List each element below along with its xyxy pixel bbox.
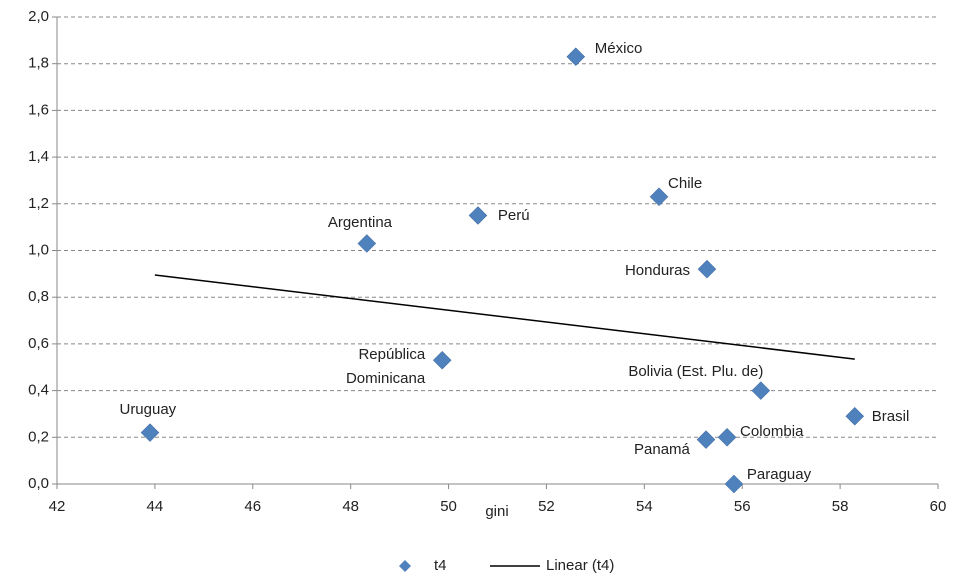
- point: [751, 381, 771, 400]
- point-label: Bolivia (Est. Plu. de): [628, 362, 764, 380]
- x-tick-label: 60: [930, 498, 947, 515]
- y-tick-label: 1,4: [28, 148, 49, 165]
- x-tick-label: 46: [244, 498, 261, 515]
- point-label: Argentina: [327, 214, 393, 232]
- point: [696, 430, 716, 449]
- point-label: México: [594, 39, 643, 57]
- legend-label: Linear (t4): [546, 557, 614, 574]
- y-tick-label: 0,2: [28, 428, 49, 445]
- point-label: Panamá: [634, 440, 690, 458]
- point: [432, 350, 452, 370]
- point-label: Honduras: [624, 262, 691, 280]
- point-label: Uruguay: [119, 400, 177, 418]
- point: [468, 206, 488, 225]
- point-label: Paraguay: [746, 466, 812, 483]
- point: [566, 47, 586, 67]
- x-tick-label: 44: [147, 498, 164, 515]
- point: [357, 234, 377, 253]
- trend-line: [154, 274, 855, 360]
- y-tick-label: 0,8: [28, 288, 49, 305]
- y-tick-label: 2,0: [28, 8, 49, 25]
- x-tick-label: 50: [440, 498, 457, 515]
- y-tick-label: 0,6: [28, 335, 49, 352]
- point: [724, 474, 744, 494]
- point-label: Colombia: [740, 423, 804, 441]
- point: [140, 423, 160, 442]
- y-tick-label: 0,4: [28, 382, 49, 399]
- y-tick-label: 1,2: [28, 195, 49, 212]
- point-label: Brasil: [871, 408, 910, 426]
- point: [717, 427, 737, 447]
- point-label: Chile: [668, 174, 703, 192]
- point: [649, 187, 669, 207]
- point-label: Perú: [497, 207, 530, 225]
- x-tick-label: 58: [832, 498, 849, 515]
- y-tick-label: 1,0: [28, 241, 49, 258]
- y-tick-label: 1,8: [28, 55, 49, 72]
- y-tick-label: 1,6: [28, 101, 49, 118]
- point-label: República Dominicana: [345, 346, 426, 388]
- point: [697, 259, 717, 279]
- x-axis-title: gini: [485, 503, 508, 520]
- point: [845, 406, 865, 426]
- x-tick-label: 56: [734, 498, 751, 515]
- x-tick-label: 52: [538, 498, 555, 515]
- x-tick-label: 42: [49, 498, 66, 515]
- y-tick-label: 0,0: [28, 475, 49, 492]
- x-tick-label: 48: [342, 498, 359, 515]
- legend-label: t4: [434, 557, 447, 574]
- legend-marker: [399, 560, 411, 572]
- x-tick-label: 54: [636, 498, 653, 515]
